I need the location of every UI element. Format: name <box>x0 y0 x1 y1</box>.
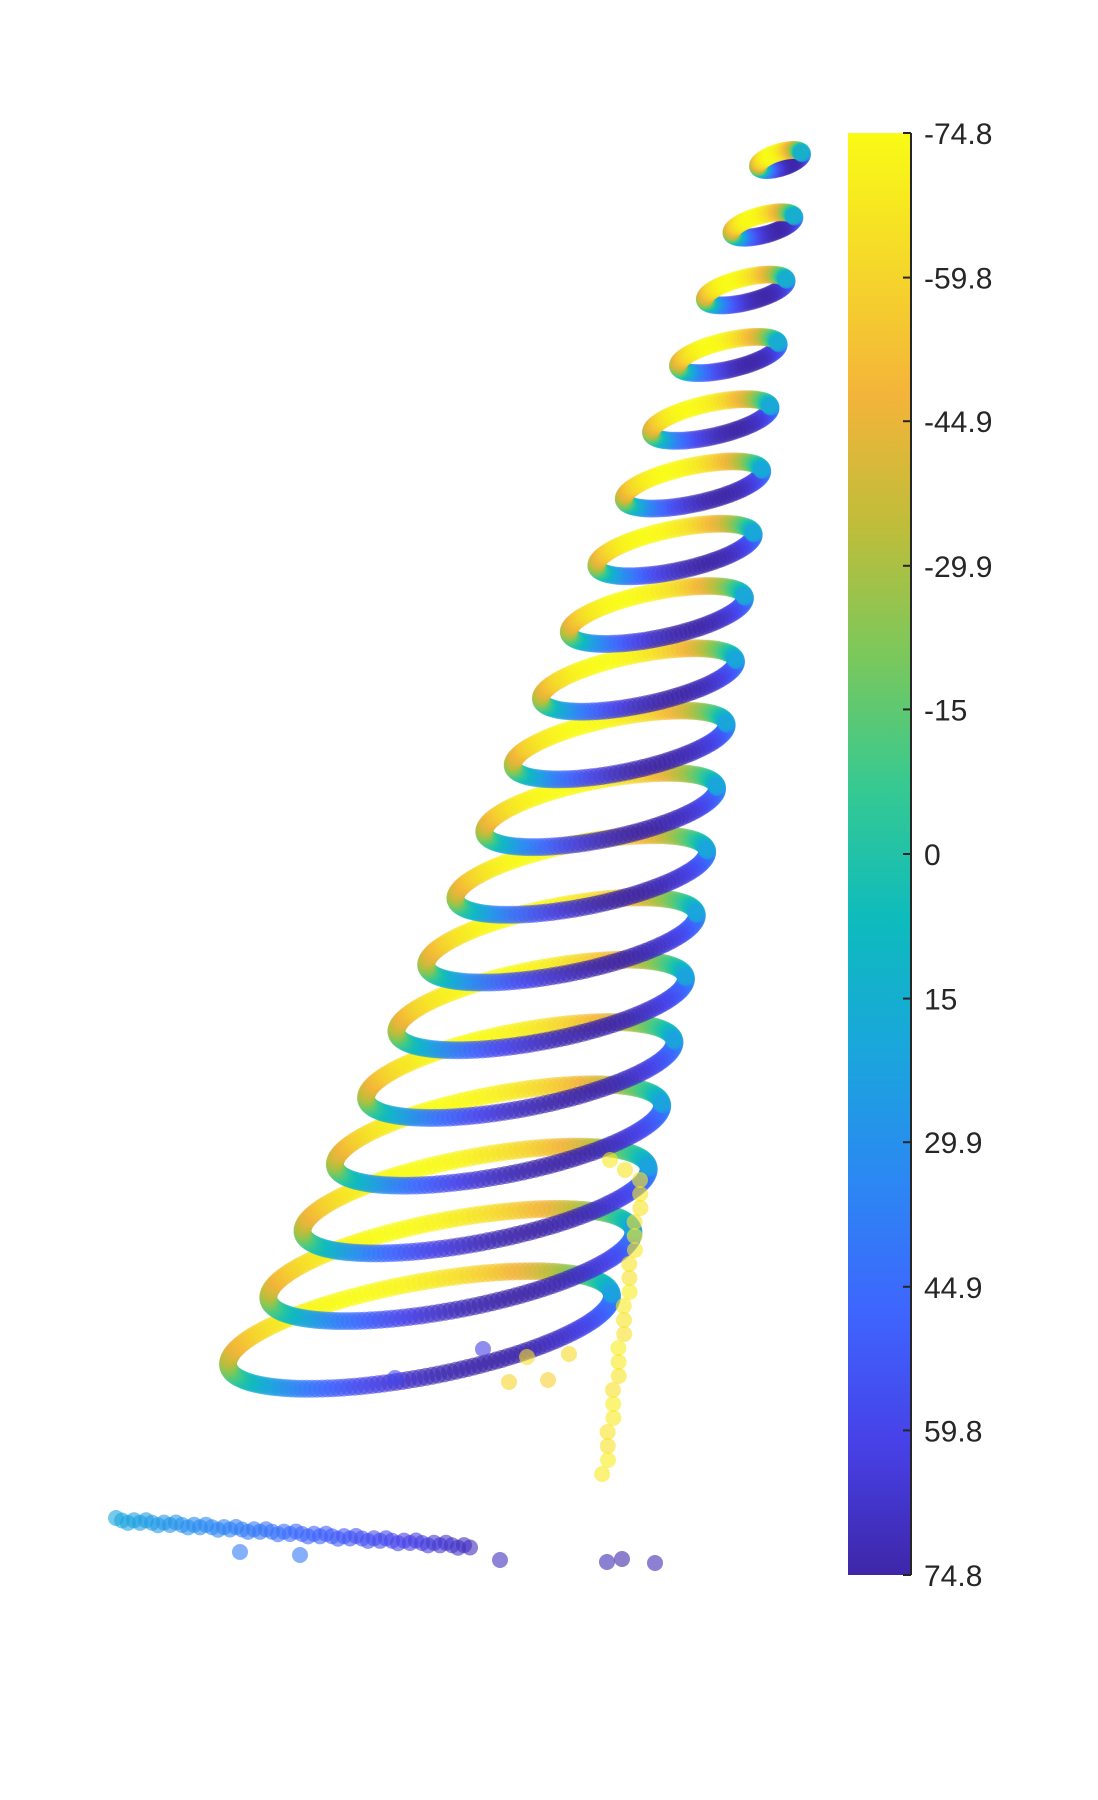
colorbar-tick-label: 59.8 <box>924 1415 982 1448</box>
scatter-point <box>687 904 706 923</box>
scatter-point <box>626 1228 643 1244</box>
scatter-point <box>632 1172 648 1188</box>
scatter-point <box>769 334 788 353</box>
colorbar-tick-label: -29.9 <box>924 551 992 584</box>
scatter-point <box>594 1466 611 1482</box>
scatter-point <box>761 397 780 416</box>
scatter-point <box>599 1554 615 1570</box>
scatter-point <box>540 1372 556 1388</box>
scatter-point <box>647 1555 663 1571</box>
scatter-point <box>665 1031 684 1050</box>
scatter-point <box>777 270 796 289</box>
colorbar-tick-label: 74.8 <box>924 1560 982 1593</box>
scatter-point <box>599 1438 616 1454</box>
scatter-point <box>676 968 695 987</box>
scatter-point <box>708 778 726 797</box>
plot-area <box>108 141 811 1571</box>
scatter-point <box>501 1374 517 1390</box>
colorbar-tick-label: -59.8 <box>924 263 992 296</box>
scatter-point <box>632 1186 649 1202</box>
scatter-point <box>627 1242 643 1258</box>
scatter-point <box>735 587 754 606</box>
scatter-point <box>610 1340 627 1356</box>
scatter-point <box>292 1547 308 1563</box>
colorbar-tick-label: -15 <box>924 694 967 727</box>
scatter-point <box>753 461 772 479</box>
scatter-point <box>698 841 717 860</box>
scatter-point <box>599 1424 616 1440</box>
scatter-point <box>605 1396 622 1412</box>
scatter-point <box>600 1452 616 1468</box>
colorbar-tick-label: 29.9 <box>924 1127 982 1160</box>
colorbar-tick-label: 0 <box>924 839 941 872</box>
scatter-point <box>785 207 804 226</box>
scatter-point <box>610 1354 627 1370</box>
scatter-point <box>617 1162 633 1178</box>
scatter-point <box>462 1539 478 1556</box>
colorbar-tick-label: -74.8 <box>924 118 992 151</box>
scatter-point <box>519 1349 535 1365</box>
scatter-point <box>744 524 763 543</box>
scatter-point <box>616 1326 633 1342</box>
scatter-point <box>792 144 811 163</box>
scatter-point <box>561 1346 577 1362</box>
scatter-point <box>653 1095 672 1114</box>
scatter-point <box>602 1285 621 1304</box>
scatter-point <box>632 1200 649 1216</box>
scatter-point <box>602 1152 618 1168</box>
colorbar-tick-label: 44.9 <box>924 1272 982 1305</box>
scatter-point <box>621 1270 638 1286</box>
colorbar-gradient <box>848 133 911 1575</box>
colorbar: -74.8 -59.8 -44.9 -29.9 -15 0 15 29.9 44.9 59.8 74… <box>848 118 992 1593</box>
scatter-point <box>717 714 736 733</box>
scatter-point <box>605 1382 621 1398</box>
scatter-point <box>639 1158 658 1177</box>
scatter-point <box>387 1370 403 1386</box>
scatter-point <box>605 1410 622 1426</box>
colorbar-tick-label: 15 <box>924 984 957 1017</box>
scatter-point <box>232 1544 248 1560</box>
scatter-point <box>626 1214 643 1230</box>
colorbar-tick-label: -44.9 <box>924 406 992 439</box>
scatter-point <box>621 1256 638 1272</box>
scatter-point <box>475 1341 491 1357</box>
scatter-point <box>614 1551 630 1567</box>
scatter-point <box>726 651 745 670</box>
colorbar-ticks: -74.8 -59.8 -44.9 -29.9 -15 0 15 29.9 44.9 59.8 74… <box>903 118 992 1593</box>
scatter-point <box>615 1298 632 1314</box>
scatter-point <box>610 1368 627 1384</box>
scatter-point <box>492 1552 508 1568</box>
scatter-point <box>621 1284 638 1300</box>
scatter-point <box>616 1312 632 1328</box>
